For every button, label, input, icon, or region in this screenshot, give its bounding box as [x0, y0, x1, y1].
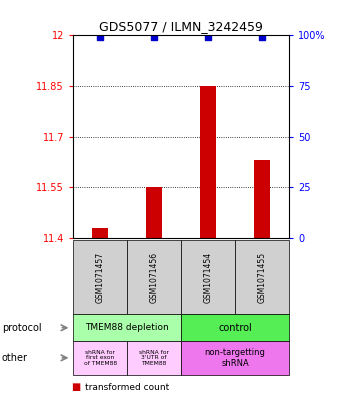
Text: GSM1071455: GSM1071455 [257, 252, 267, 303]
Text: transformed count: transformed count [85, 383, 169, 391]
Text: other: other [2, 353, 28, 363]
Text: shRNA for
3'UTR of
TMEM88: shRNA for 3'UTR of TMEM88 [139, 349, 169, 366]
Title: GDS5077 / ILMN_3242459: GDS5077 / ILMN_3242459 [99, 20, 263, 33]
Text: GSM1071457: GSM1071457 [96, 252, 105, 303]
Text: GSM1071454: GSM1071454 [204, 252, 212, 303]
Text: ■: ■ [71, 382, 81, 392]
Bar [200, 86, 216, 238]
Bar [92, 228, 108, 238]
Text: control: control [218, 323, 252, 333]
Text: GSM1071456: GSM1071456 [150, 252, 158, 303]
Text: non-targetting
shRNA: non-targetting shRNA [205, 348, 266, 368]
Text: shRNA for
first exon
of TMEM88: shRNA for first exon of TMEM88 [84, 349, 117, 366]
Text: TMEM88 depletion: TMEM88 depletion [85, 323, 169, 332]
Text: protocol: protocol [2, 323, 41, 333]
Bar [146, 187, 162, 238]
Bar [254, 160, 270, 238]
